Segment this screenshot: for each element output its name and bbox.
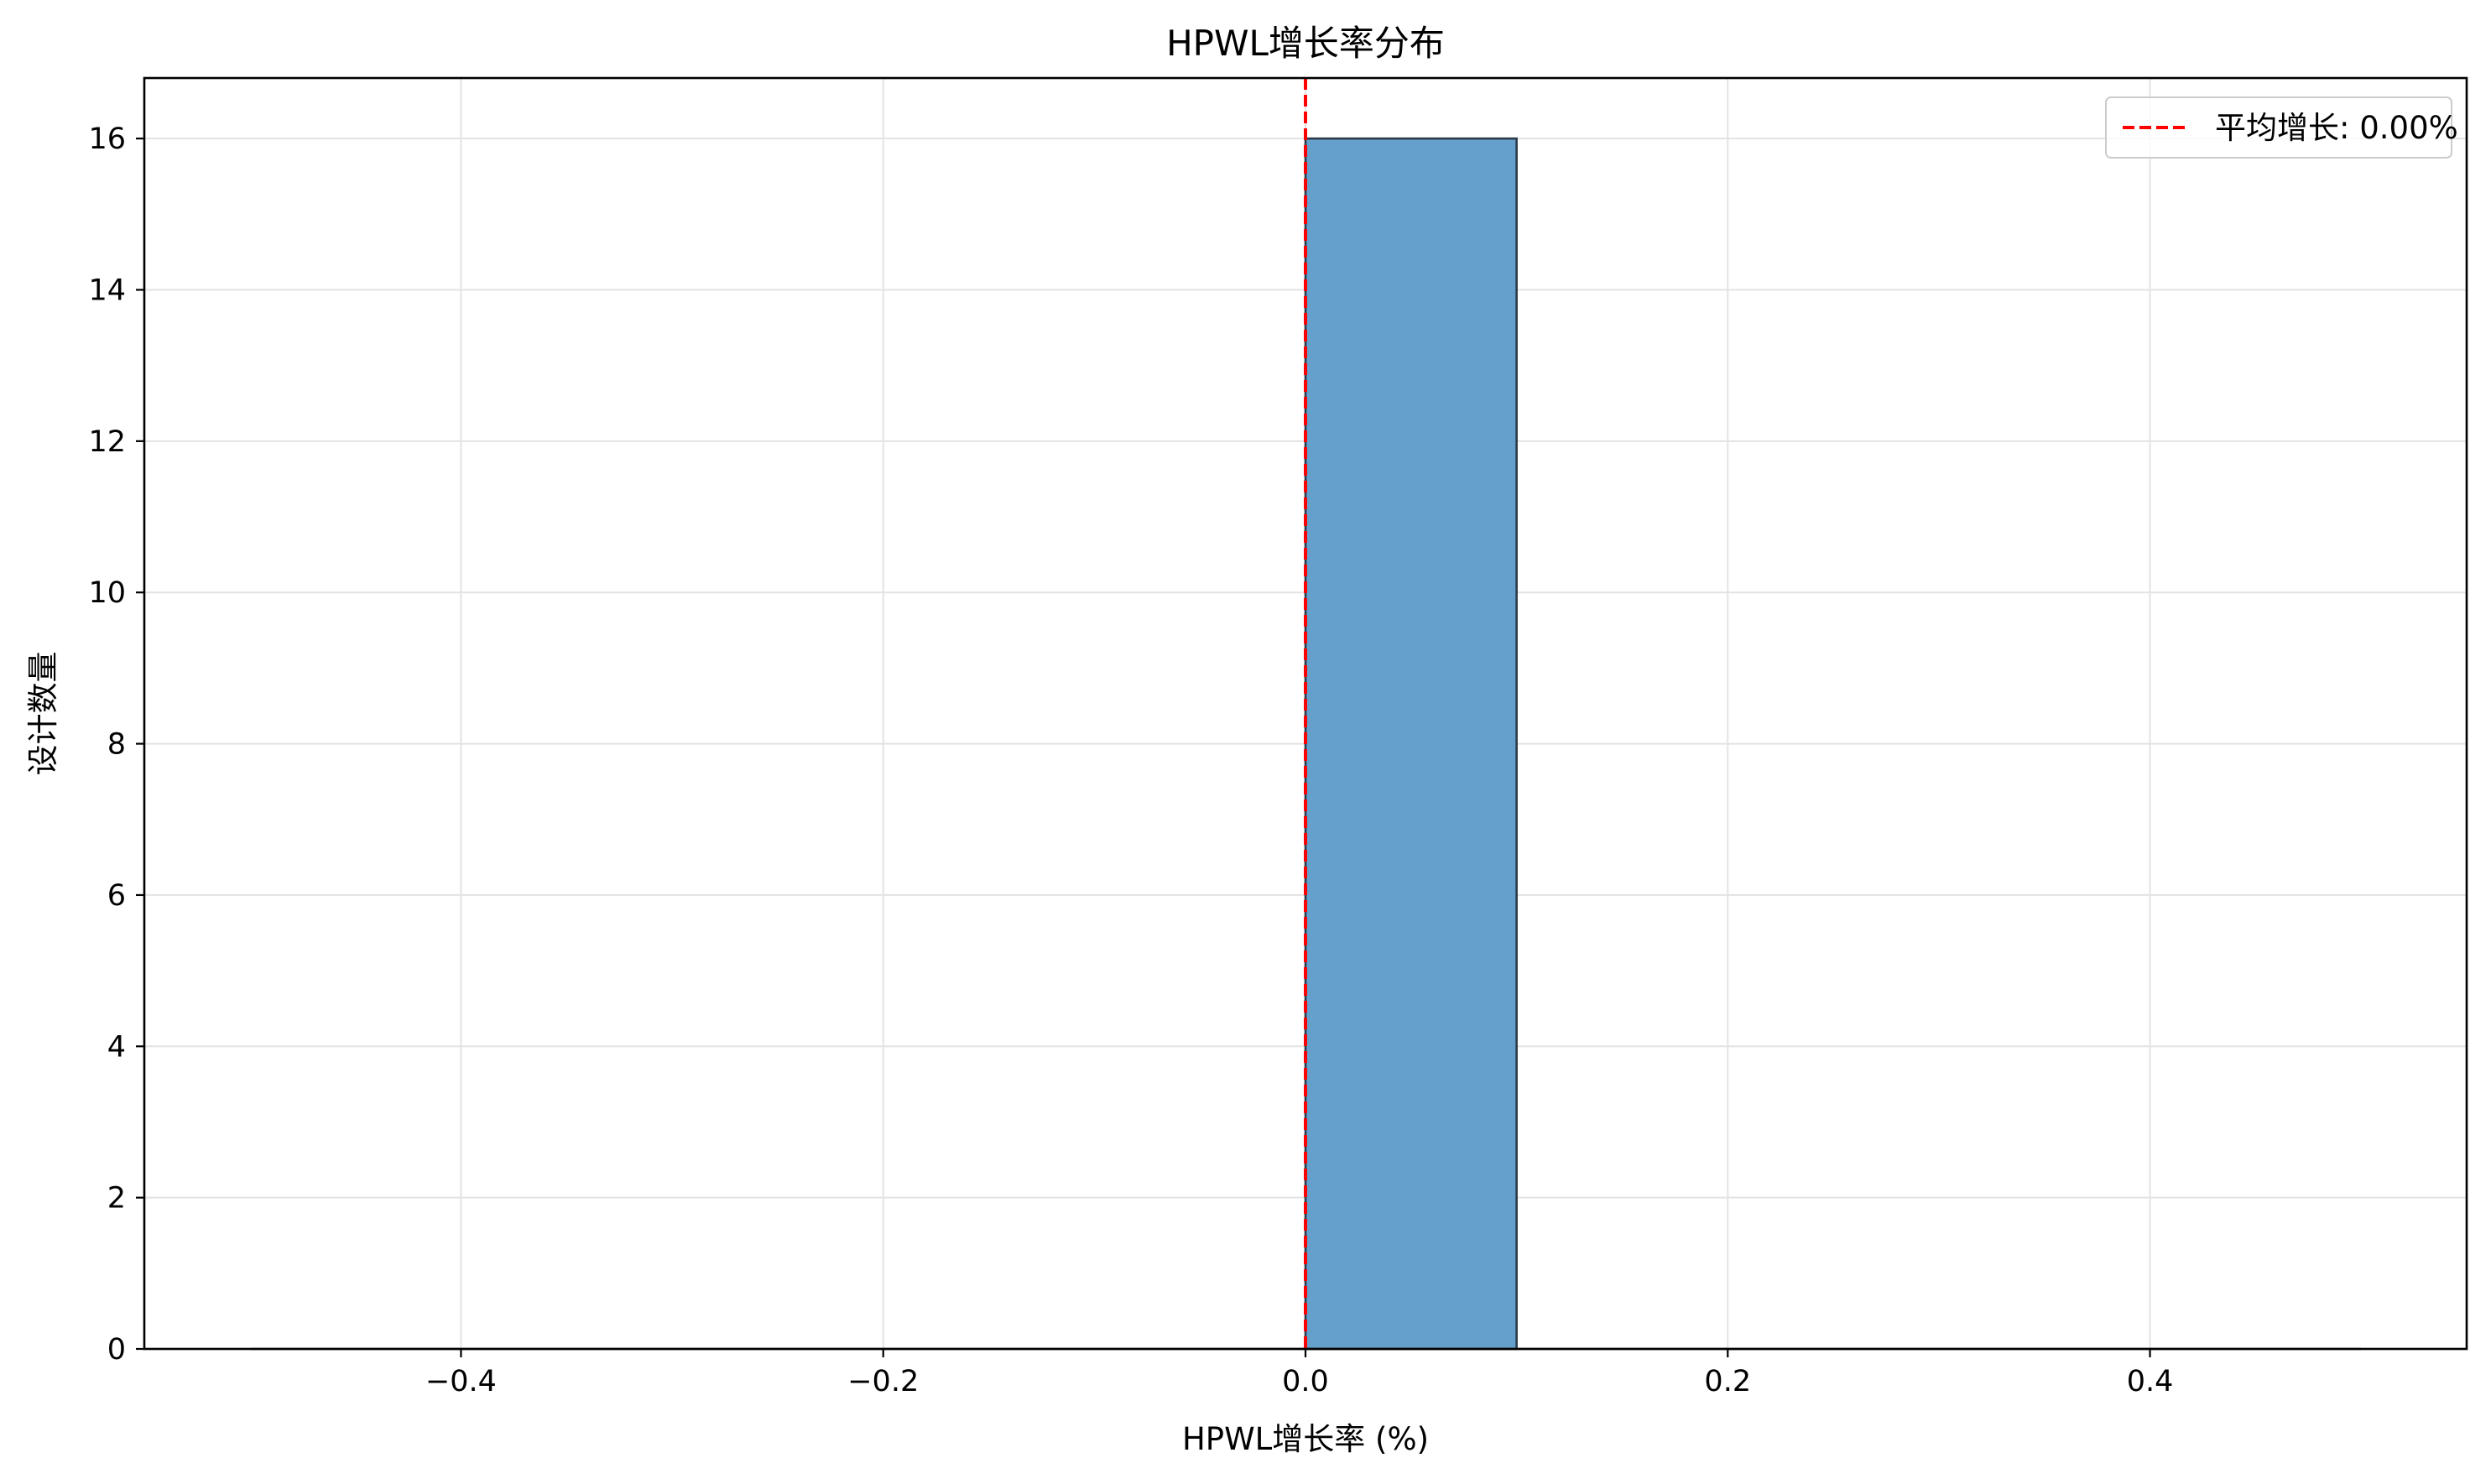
histogram-bar [1304,137,1518,1351]
y-tick-label: 12 [88,425,126,459]
x-axis-ticks: −0.4 −0.2 0.0 0.2 0.4 [425,1349,2173,1398]
y-axis-title: 设计数量 [25,652,61,776]
x-tick-label: −0.2 [847,1365,919,1398]
chart-title: HPWL增长率分布 [1166,23,1445,64]
legend-box [2105,96,2452,159]
y-tick-label: 10 [88,576,126,610]
legend-label: 平均增长: 0.00% [2215,110,2458,146]
legend: 平均增长: 0.00% [2105,96,2458,159]
y-tick-label: 4 [107,1030,126,1064]
x-tick-label: 0.0 [1282,1365,1329,1398]
x-tick-label: 0.4 [2127,1365,2174,1398]
x-tick-label: 0.2 [1704,1365,1751,1398]
y-tick-label: 6 [107,879,126,913]
y-tick-label: 2 [107,1182,126,1216]
y-tick-label: 16 [88,122,126,156]
y-tick-label: 8 [107,728,126,762]
y-tick-label: 0 [107,1333,126,1367]
bars [1304,137,1518,1351]
x-axis-title: HPWL增长率 (%) [1182,1421,1429,1457]
y-axis-ticks: 0 2 4 6 8 10 12 14 16 [88,122,144,1367]
x-tick-label: −0.4 [425,1365,497,1398]
y-tick-label: 14 [88,274,126,308]
